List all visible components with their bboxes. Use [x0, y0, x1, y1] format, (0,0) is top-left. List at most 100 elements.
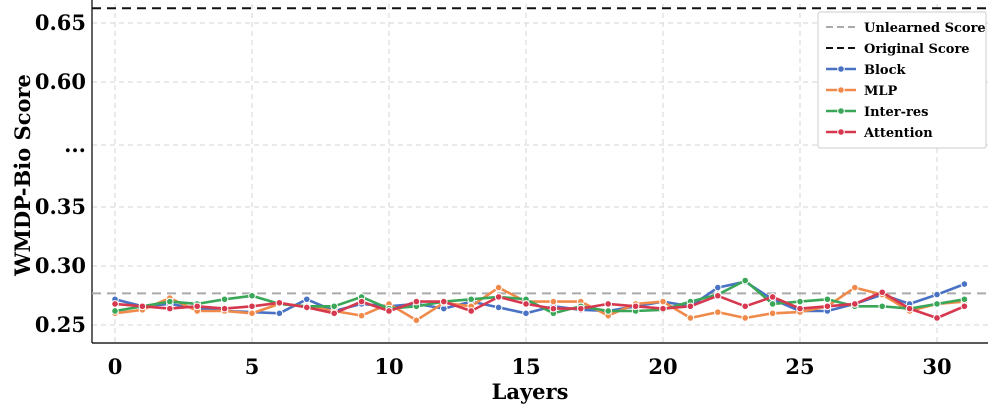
y-tick-label: 0.25	[35, 312, 86, 337]
legend-marker	[837, 86, 845, 94]
legend-item: Original Score	[826, 42, 970, 57]
data-point	[494, 293, 503, 301]
data-point	[248, 309, 256, 318]
y-tick-label: ...	[64, 132, 86, 157]
data-point	[166, 297, 174, 306]
data-point	[631, 302, 640, 311]
data-point	[522, 309, 530, 318]
data-point	[467, 295, 476, 304]
data-point	[768, 309, 777, 318]
data-point	[248, 302, 256, 311]
data-point	[549, 297, 558, 306]
data-point	[851, 283, 859, 292]
legend-label: MLP	[864, 84, 898, 99]
legend-label: Unlearned Score	[864, 21, 986, 36]
data-point	[796, 297, 804, 306]
data-point	[549, 304, 558, 313]
data-point	[220, 295, 229, 304]
data-point	[960, 295, 969, 304]
legend-label: Block	[864, 63, 907, 78]
x-tick-label: 10	[374, 354, 403, 379]
data-point	[851, 300, 859, 308]
data-point	[768, 293, 777, 301]
data-point	[741, 276, 750, 285]
legend-label: Original Score	[864, 42, 970, 57]
data-point	[357, 297, 366, 306]
data-point	[275, 309, 284, 318]
x-axis-label: Layers	[492, 379, 569, 404]
x-tick-label: 0	[108, 354, 123, 379]
data-point	[933, 300, 941, 308]
series-attention	[111, 288, 969, 322]
data-point	[330, 302, 339, 311]
legend: Unlearned Score Original Score Block MLP Int…	[817, 11, 987, 149]
plot-frame	[91, 0, 988, 344]
y-axis-label: WMDP-Bio Score	[10, 74, 35, 277]
series-layer	[111, 276, 969, 325]
data-point	[659, 297, 667, 306]
legend-item: Block	[826, 63, 907, 78]
y-tick-label: 0.35	[35, 194, 86, 219]
data-point	[741, 314, 750, 322]
data-point	[412, 316, 421, 325]
data-point	[878, 288, 887, 297]
data-point	[933, 314, 941, 322]
data-point	[823, 302, 832, 311]
data-point	[220, 304, 229, 313]
legend-item: MLP	[826, 84, 898, 99]
data-point	[467, 307, 476, 315]
x-tick-labels: 0 5 10 15 20 25 30	[108, 354, 952, 379]
data-point	[522, 300, 530, 308]
data-point	[768, 300, 777, 308]
data-point	[604, 300, 613, 308]
legend-label: Attention	[863, 126, 933, 141]
legend-item: Unlearned Score	[826, 21, 986, 36]
y-tick-label: 0.30	[35, 253, 86, 278]
x-tick-label: 20	[648, 354, 677, 379]
data-point	[440, 297, 448, 306]
data-point	[933, 290, 941, 299]
y-tick-label: 0.60	[35, 69, 86, 94]
data-point	[796, 304, 804, 313]
series-mlp	[111, 283, 969, 325]
data-point	[494, 303, 503, 312]
data-point	[166, 304, 174, 313]
x-tick-label: 15	[511, 354, 540, 379]
legend-marker	[837, 65, 845, 73]
data-point	[714, 291, 722, 300]
x-tick-label: 5	[245, 354, 260, 379]
data-point	[659, 304, 667, 313]
data-point	[741, 302, 750, 311]
data-point	[878, 302, 887, 311]
data-point	[330, 309, 339, 318]
data-point	[714, 283, 722, 292]
x-tick-label: 25	[785, 354, 814, 379]
data-point	[494, 283, 503, 292]
data-point	[686, 314, 695, 322]
legend-marker	[837, 128, 845, 136]
data-point	[577, 304, 585, 313]
y-tick-labels: 0.25 0.30 0.35... 0.60 0.65	[35, 10, 86, 337]
x-tick-label: 30	[922, 354, 951, 379]
data-point	[960, 280, 969, 288]
y-tick-label: 0.65	[35, 10, 86, 35]
data-point	[412, 297, 421, 306]
data-point	[960, 302, 969, 311]
legend-marker	[837, 107, 845, 115]
data-point	[823, 295, 832, 304]
series-line	[114, 290, 965, 320]
data-point	[905, 304, 914, 313]
data-point	[357, 311, 366, 320]
legend-item: Inter-res	[826, 105, 929, 120]
legend-box	[817, 11, 987, 149]
data-point	[248, 291, 256, 300]
data-point	[111, 300, 119, 308]
legend-label: Inter-res	[864, 105, 929, 120]
data-point	[604, 307, 613, 315]
data-point	[275, 298, 284, 307]
data-point	[385, 307, 393, 315]
data-point	[303, 303, 311, 312]
data-point	[111, 307, 119, 315]
legend-item: Attention	[826, 126, 933, 141]
